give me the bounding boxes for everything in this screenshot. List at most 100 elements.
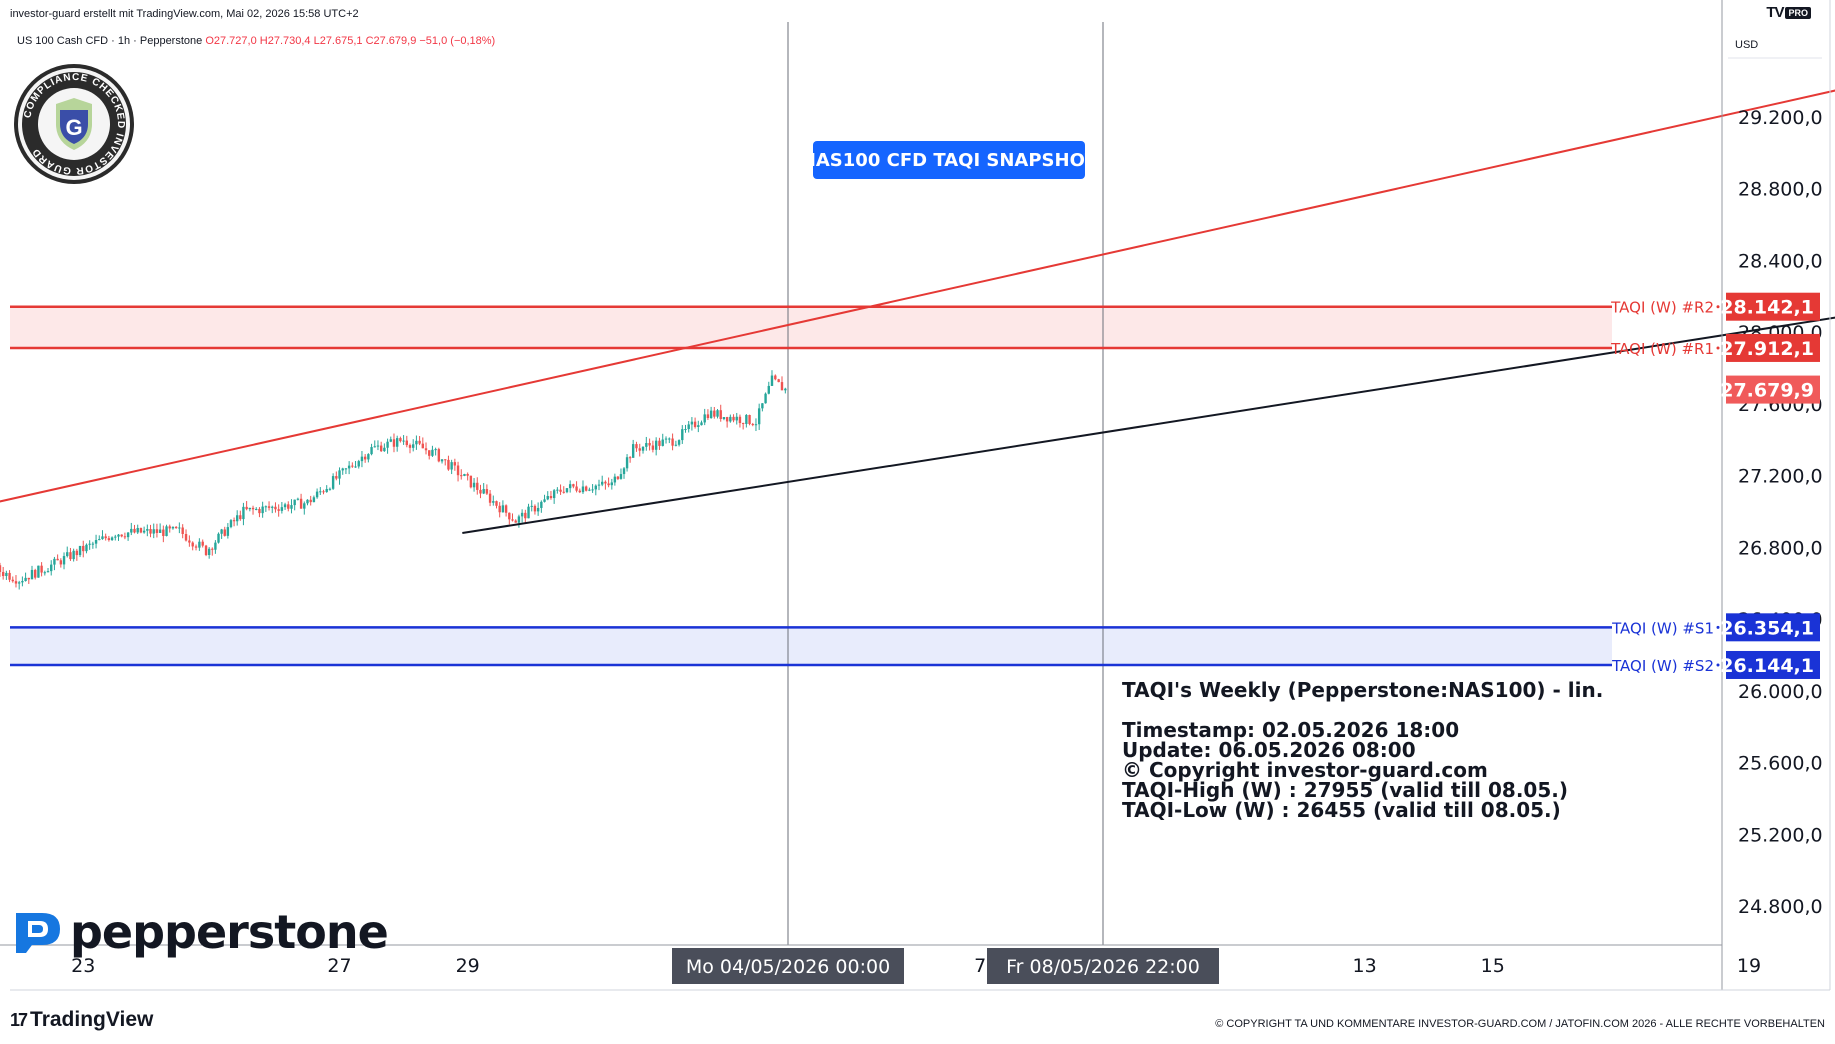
- candle-body: [735, 416, 738, 421]
- candle-body: [453, 462, 457, 466]
- tradingview-wordmark: TradingView: [30, 1008, 154, 1031]
- candle-body: [120, 534, 123, 537]
- candle-body: [437, 449, 441, 462]
- candle-body: [514, 520, 517, 523]
- candle-body: [716, 410, 719, 417]
- candle-body: [748, 415, 751, 425]
- candle-body: [594, 485, 597, 490]
- level-price-tag: [1726, 650, 1820, 679]
- level-name: TAQI (W) #R2: [1610, 299, 1714, 317]
- snapshot-label: NAS100 CFD TAQI SNAPSHOT: [801, 150, 1098, 171]
- candle-body: [162, 529, 165, 537]
- candle-body: [754, 424, 758, 426]
- candle-body: [126, 532, 130, 538]
- candle-body: [341, 468, 344, 471]
- candle-body: [312, 497, 316, 503]
- candle-body: [220, 529, 223, 534]
- candle-body: [610, 482, 614, 486]
- candle-body: [88, 543, 91, 545]
- candle-body: [751, 424, 754, 426]
- candle-body: [681, 429, 684, 441]
- info-update: Update: 06.05.2026 08:00: [1122, 738, 1416, 762]
- candle-body: [139, 527, 143, 533]
- candle-body: [444, 459, 447, 461]
- candle-body: [27, 577, 30, 580]
- candle-body: [424, 448, 428, 451]
- candle-body: [591, 489, 594, 491]
- candle-body: [709, 410, 713, 419]
- candle-body: [72, 550, 75, 560]
- candle-body: [757, 408, 761, 425]
- candle-body: [693, 421, 697, 427]
- tradingview-footer-logo[interactable]: 17 TradingView: [10, 1008, 154, 1031]
- candle-body: [628, 457, 632, 459]
- pepperstone-logo: pepperstone: [12, 905, 389, 959]
- candle-body: [290, 505, 293, 509]
- candle-body: [158, 529, 162, 533]
- level-price-label: 27.912,1: [1720, 338, 1814, 360]
- candle-body: [17, 582, 21, 584]
- candle-body: [171, 526, 175, 529]
- candle-body: [405, 440, 408, 446]
- y-tick-label: 28.800,0: [1738, 179, 1823, 201]
- candle-body: [761, 403, 764, 409]
- candle-body: [447, 459, 450, 470]
- candle-body: [677, 440, 681, 445]
- candle-body: [604, 481, 607, 484]
- candle-body: [658, 440, 661, 446]
- candle-body: [635, 444, 638, 449]
- candle-body: [616, 476, 620, 479]
- candle-body: [654, 440, 658, 450]
- candle-body: [188, 540, 191, 543]
- symbol-name[interactable]: US 100 Cash CFD · 1h · Pepperstone: [17, 35, 203, 47]
- candle-body: [214, 542, 217, 550]
- level-price-label: 28.142,1: [1720, 297, 1814, 319]
- candle-body: [165, 526, 168, 537]
- candle-body: [191, 542, 194, 547]
- candle-body: [536, 507, 540, 512]
- candle-body: [357, 461, 360, 467]
- candle-body: [94, 540, 98, 544]
- candle-body: [69, 552, 72, 560]
- candle-body: [389, 439, 392, 442]
- candle-body: [363, 456, 367, 460]
- candle-body: [370, 447, 373, 455]
- candle-body: [386, 441, 389, 448]
- info-taqi-high: TAQI-High (W) : 27955 (valid till 08.05.…: [1122, 778, 1568, 802]
- candle-body: [706, 414, 710, 419]
- level-price-tag: [1726, 613, 1820, 642]
- candle-body: [201, 541, 204, 546]
- candle-body: [651, 445, 655, 450]
- snapshot-label-box: [813, 141, 1085, 179]
- y-tick-label: 25.200,0: [1738, 824, 1823, 846]
- candle-body: [255, 508, 258, 510]
- candle-body: [296, 498, 300, 500]
- candle-body: [1, 571, 5, 577]
- candle-body: [123, 536, 127, 538]
- taqi-info-box: TAQI's Weekly (Pepperstone:NAS100) - lin…: [1122, 680, 1603, 820]
- candle-body: [597, 484, 601, 486]
- candle-body: [261, 506, 264, 514]
- symbol-info[interactable]: US 100 Cash CFD · 1h · Pepperstone O27.7…: [17, 35, 495, 47]
- candle-body: [399, 438, 402, 442]
- candle-body: [770, 375, 774, 386]
- tv-brand: TV: [1766, 4, 1784, 21]
- info-title: TAQI's Weekly (Pepperstone:NAS100) - lin…: [1122, 678, 1604, 702]
- candle-body: [431, 449, 434, 456]
- candle-body: [50, 564, 53, 572]
- candle-body: [767, 385, 770, 394]
- x-tick-label: 7: [974, 955, 986, 977]
- candle-body: [117, 534, 120, 537]
- candle-body: [476, 482, 479, 490]
- candle-body: [719, 410, 722, 419]
- candle-body: [498, 505, 501, 513]
- candle-body: [383, 447, 386, 452]
- y-tick-label: 26.000,0: [1738, 681, 1823, 703]
- svg-text:G: G: [65, 115, 82, 140]
- candle-body: [412, 444, 415, 448]
- candle-body: [622, 468, 626, 475]
- candle-body: [588, 489, 591, 491]
- candle-body: [322, 491, 325, 493]
- candle-body: [700, 422, 703, 426]
